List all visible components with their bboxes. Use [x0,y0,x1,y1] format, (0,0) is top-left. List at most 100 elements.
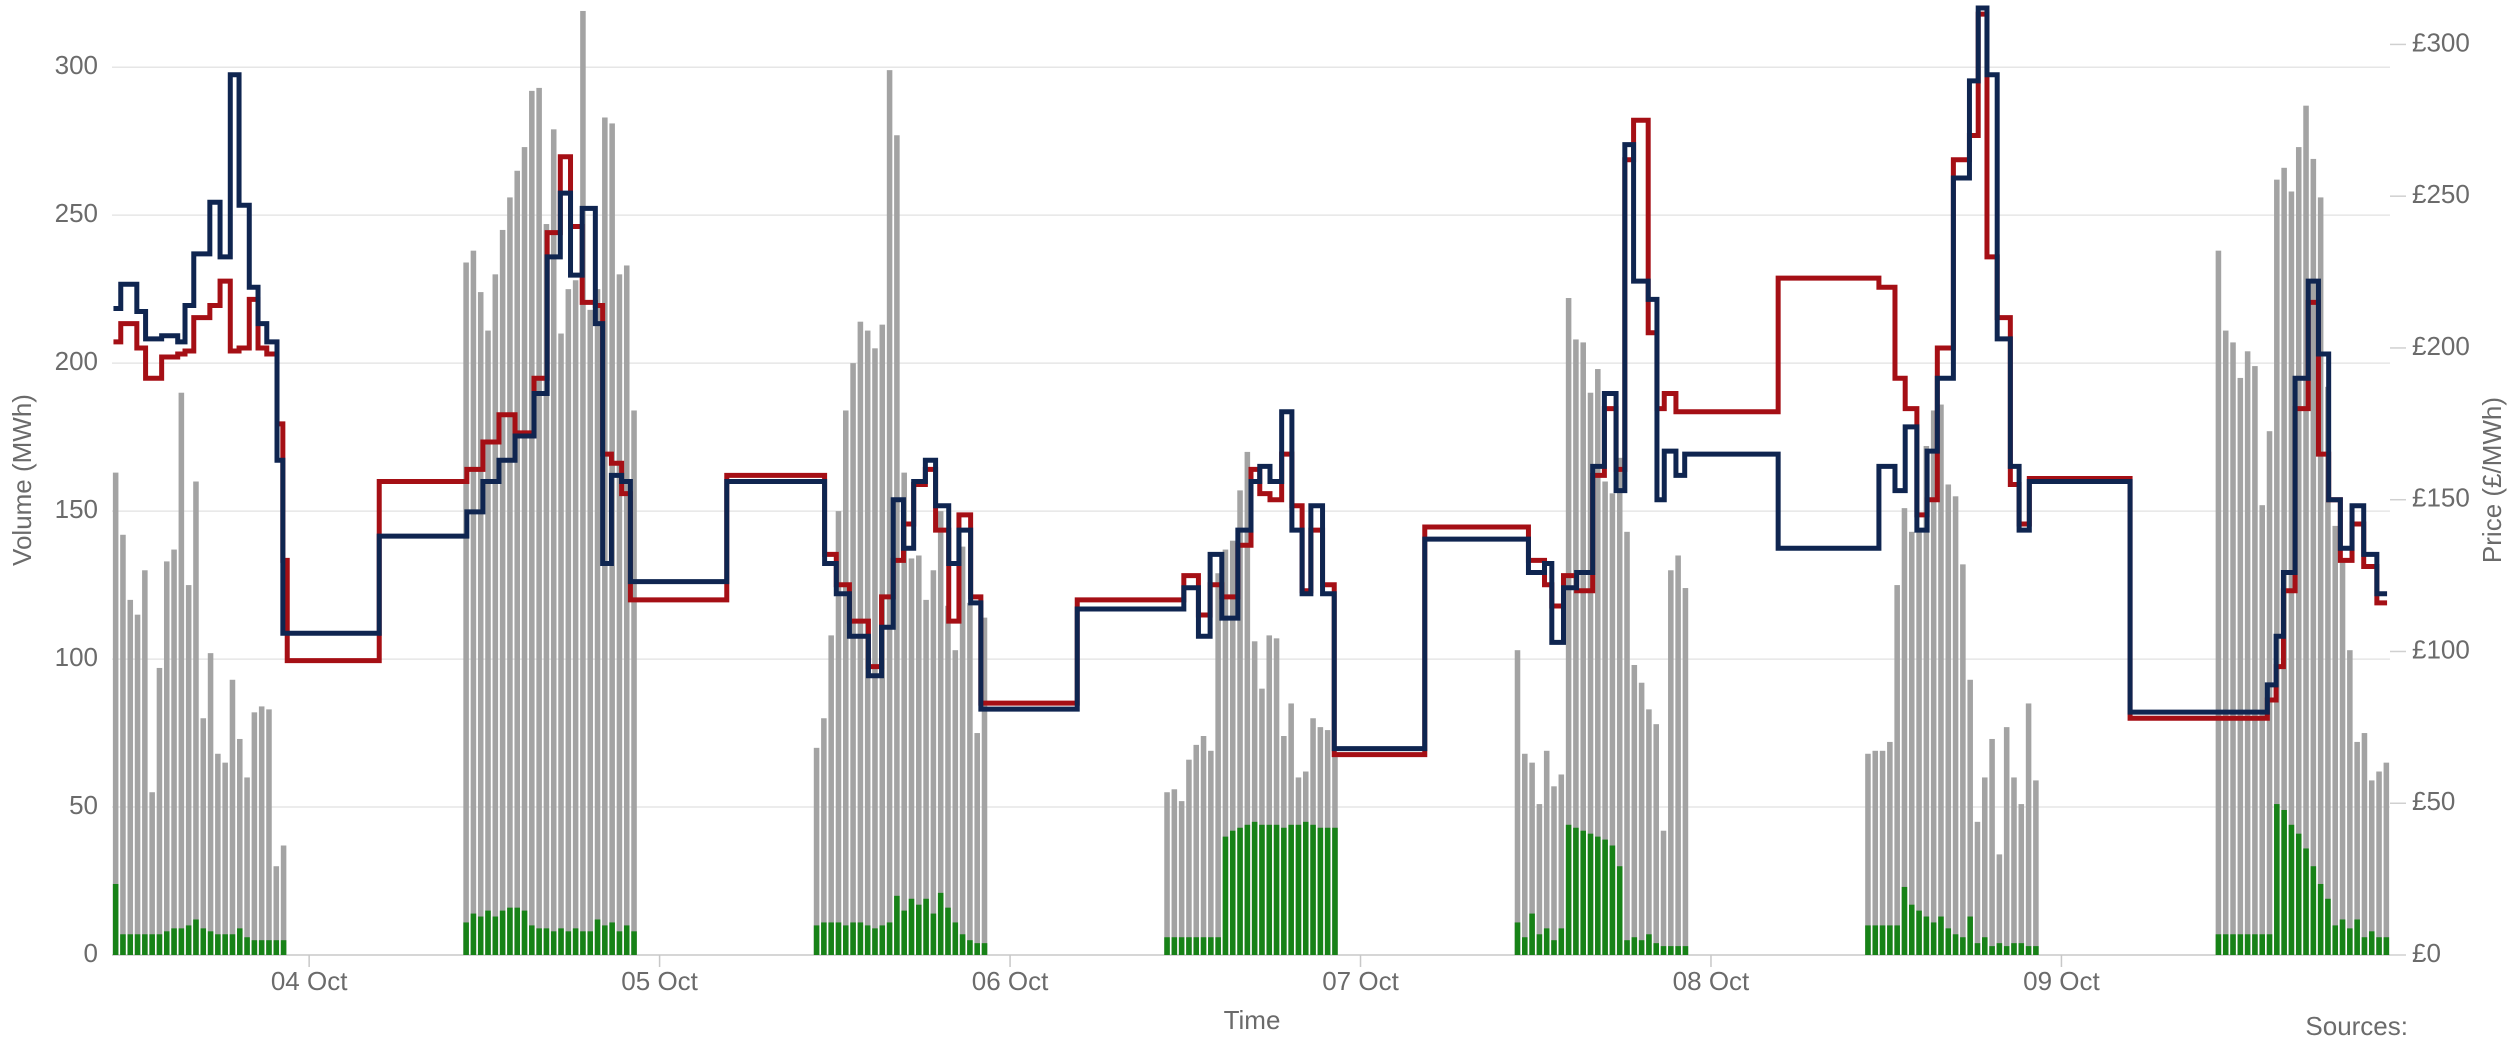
bar [923,599,929,955]
y-tick-label: 0 [84,938,98,968]
bar [1273,638,1280,955]
bar [1865,925,1871,955]
bar [550,931,557,955]
bar [835,511,842,955]
bar [1952,496,1959,955]
bar [1930,410,1937,956]
bar [112,472,119,955]
bar [623,265,630,955]
bar [1310,824,1316,955]
bar [1894,585,1900,955]
bar [266,709,272,955]
bar [886,922,893,955]
bar [1536,804,1543,955]
bar [974,943,980,955]
bar [1930,922,1937,955]
bar [857,922,864,955]
bar [1624,531,1630,955]
bar [1668,946,1674,955]
bar [2237,377,2244,955]
bar [828,922,834,955]
bar [821,718,827,955]
y-tick-label: 300 [55,50,98,80]
y-axis-label: Volume (MWh) [7,394,37,566]
bar [1967,679,1973,955]
bar [193,481,199,955]
bar [185,585,192,955]
bar [1624,940,1630,955]
bar [280,940,287,955]
bar [616,931,623,955]
bar [959,546,966,955]
bar [229,934,236,955]
bar [1193,744,1200,955]
bar [127,599,134,955]
bar [1602,481,1608,955]
bar [1982,777,1988,955]
bar [1675,555,1681,955]
bar [2018,804,2025,955]
bar [1595,369,1601,955]
bar [1251,821,1258,955]
bar [1865,753,1871,955]
bar [2310,866,2317,955]
bar [2383,937,2390,955]
bar [1565,298,1572,955]
y-tick-label: 250 [55,198,98,228]
bar [1887,741,1893,955]
bar [2368,931,2375,955]
bar [1974,943,1981,955]
bar [1879,925,1886,955]
bar [134,934,141,955]
bar [185,925,192,955]
bar [1229,540,1236,955]
bar [529,925,535,955]
x-tick-label: 05 Oct [621,966,698,996]
bar [2237,934,2244,955]
bar [631,410,637,956]
x-tick-label: 07 Oct [1322,966,1399,996]
bar [1595,836,1601,955]
bar [521,147,528,955]
bar [1923,916,1930,955]
x-tick-label: 08 Oct [1673,966,1750,996]
bar [1251,641,1258,955]
bar [2230,934,2236,955]
x-tick-label: 04 Oct [271,966,348,996]
bar [1573,827,1579,955]
bar [499,229,506,955]
bar [2361,733,2368,955]
bar [1565,824,1572,955]
bar [207,653,214,955]
bar [2259,505,2266,955]
bar [945,907,951,955]
bar [594,289,601,955]
bar [543,224,550,956]
bar [142,934,148,955]
source-note: Sources: [2305,1011,2408,1038]
bar [1879,750,1886,955]
y2-tick-label: £0 [2412,938,2441,968]
bar [1908,531,1915,955]
bar [215,934,221,955]
bar [974,733,980,955]
bar [251,712,258,955]
bar [2215,934,2222,955]
bar [2274,804,2280,955]
bar [1522,937,1528,955]
bar [1916,528,1922,955]
bar [2325,386,2331,955]
bar [1616,866,1623,955]
bar [2332,525,2339,955]
bar [1171,937,1178,955]
bar [470,913,477,955]
bar [1186,937,1192,955]
bar [886,70,893,956]
bar [112,883,119,955]
bar [178,392,185,955]
y2-axis-label: Price (£/MWh) [2477,397,2507,563]
bar [258,706,265,955]
bar [1609,845,1616,955]
bar [945,605,951,955]
bar [1573,339,1579,955]
